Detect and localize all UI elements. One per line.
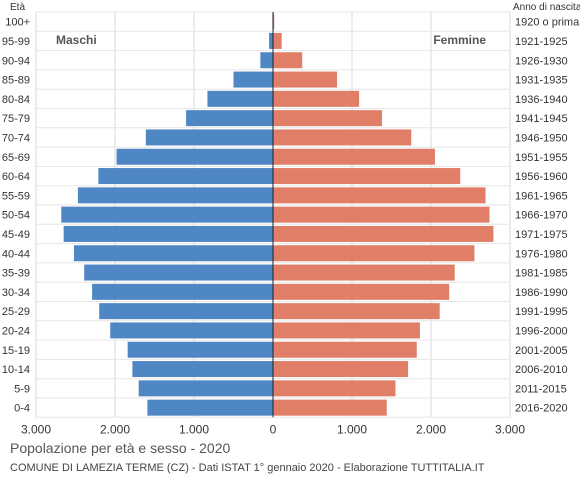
bar-femmine xyxy=(273,245,475,262)
age-group-label: 25-29 xyxy=(2,306,30,318)
bar-maschi xyxy=(92,283,273,300)
age-group-label: 30-34 xyxy=(2,287,30,299)
age-group-label: 95-99 xyxy=(2,36,30,48)
x-tick-label: 3.000 xyxy=(495,422,525,436)
birth-year-label: 2016-2020 xyxy=(515,403,568,415)
age-group-label: 80-84 xyxy=(2,94,30,106)
bar-femmine xyxy=(273,32,282,49)
bar-femmine xyxy=(273,303,440,320)
bar-maschi xyxy=(63,225,274,242)
age-group-label: 40-44 xyxy=(2,248,30,260)
age-group-label: 85-89 xyxy=(2,75,30,87)
age-group-label: 90-94 xyxy=(2,55,30,67)
left-axis-title: Età xyxy=(10,2,25,13)
age-group-label: 60-64 xyxy=(2,171,30,183)
bar-femmine xyxy=(273,148,435,165)
bar-femmine xyxy=(273,380,396,397)
age-group-label: 50-54 xyxy=(2,210,30,222)
x-tick-label: 1.000 xyxy=(179,422,209,436)
bar-femmine xyxy=(273,52,303,69)
bar-maschi xyxy=(145,129,273,146)
bar-maschi xyxy=(98,168,273,185)
age-group-label: 10-14 xyxy=(2,364,30,376)
series-label-femmine: Femmine xyxy=(433,33,486,47)
bar-maschi xyxy=(110,322,273,339)
bars xyxy=(61,13,494,416)
bar-maschi xyxy=(138,380,273,397)
age-group-label: 20-24 xyxy=(2,325,30,337)
bar-maschi xyxy=(77,187,274,204)
bar-maschi xyxy=(127,341,273,358)
right-axis-title: Anno di nascita xyxy=(513,2,580,13)
birth-year-label: 2011-2015 xyxy=(515,383,567,395)
birth-year-label: 2006-2010 xyxy=(515,364,568,376)
age-group-label: 55-59 xyxy=(2,190,30,202)
birth-year-label: 2001-2005 xyxy=(515,345,568,357)
birth-year-label: 1936-1940 xyxy=(515,94,568,106)
birth-year-label: 1946-1950 xyxy=(515,132,568,144)
birth-year-label: 1981-1985 xyxy=(515,268,568,280)
bar-maschi xyxy=(260,52,273,69)
birth-year-label: 1966-1970 xyxy=(515,210,568,222)
chart-title: Popolazione per età e sesso - 2020 xyxy=(10,440,231,456)
labels: 3.000 2.000 1.000 0 1.000 2.000 3.000 100+ 1920 … xyxy=(2,2,580,436)
age-group-label: 45-49 xyxy=(2,229,30,241)
bar-maschi xyxy=(207,90,273,107)
bar-femmine xyxy=(273,71,337,88)
bar-femmine xyxy=(273,90,360,107)
bar-femmine xyxy=(273,129,412,146)
bar-maschi xyxy=(269,32,273,49)
x-tick-label: 0 xyxy=(270,422,277,436)
x-tick-label: 2.000 xyxy=(100,422,130,436)
x-tick-label: 3.000 xyxy=(21,422,51,436)
birth-year-label: 1931-1935 xyxy=(515,75,568,87)
birth-year-label: 1961-1965 xyxy=(515,190,568,202)
bar-femmine xyxy=(273,187,486,204)
bar-maschi xyxy=(84,264,273,281)
birth-year-label: 1986-1990 xyxy=(515,287,568,299)
age-group-label: 100+ xyxy=(5,17,30,29)
chart-subtitle: COMUNE DI LAMEZIA TERME (CZ) - Dati ISTA… xyxy=(10,462,485,474)
birth-year-label: 1941-1945 xyxy=(515,113,568,125)
bar-femmine xyxy=(273,225,494,242)
bar-femmine xyxy=(273,283,450,300)
bar-femmine xyxy=(273,206,490,223)
bar-femmine xyxy=(273,361,409,378)
birth-year-label: 1921-1925 xyxy=(515,36,568,48)
bar-maschi xyxy=(132,361,273,378)
bar-maschi xyxy=(233,71,273,88)
x-tick-label: 2.000 xyxy=(416,422,446,436)
bar-femmine xyxy=(273,110,383,127)
bar-maschi xyxy=(147,399,273,416)
birth-year-label: 1976-1980 xyxy=(515,248,568,260)
bar-femmine xyxy=(273,399,387,416)
bar-maschi xyxy=(116,148,273,165)
birth-year-label: 1991-1995 xyxy=(515,306,568,318)
bar-femmine xyxy=(273,322,420,339)
birth-year-label: 1951-1955 xyxy=(515,152,568,164)
age-group-label: 35-39 xyxy=(2,268,30,280)
birth-year-label: 1926-1930 xyxy=(515,55,568,67)
bar-maschi xyxy=(99,303,273,320)
birth-year-label: 1971-1975 xyxy=(515,229,568,241)
birth-year-label: 1920 o prima xyxy=(515,17,580,29)
birth-year-label: 1996-2000 xyxy=(515,325,568,337)
bar-maschi xyxy=(186,110,273,127)
age-group-label: 0-4 xyxy=(14,403,30,415)
birth-year-label: 1956-1960 xyxy=(515,171,568,183)
bar-femmine xyxy=(273,13,275,30)
age-group-label: 15-19 xyxy=(2,345,30,357)
bar-maschi xyxy=(73,245,273,262)
bar-femmine xyxy=(273,264,455,281)
age-group-label: 70-74 xyxy=(2,132,30,144)
series-label-maschi: Maschi xyxy=(56,33,97,47)
age-group-label: 65-69 xyxy=(2,152,30,164)
bar-maschi xyxy=(61,206,273,223)
x-tick-label: 1.000 xyxy=(337,422,367,436)
age-group-label: 5-9 xyxy=(14,383,30,395)
age-group-label: 75-79 xyxy=(2,113,30,125)
bar-femmine xyxy=(273,168,461,185)
bar-femmine xyxy=(273,341,417,358)
